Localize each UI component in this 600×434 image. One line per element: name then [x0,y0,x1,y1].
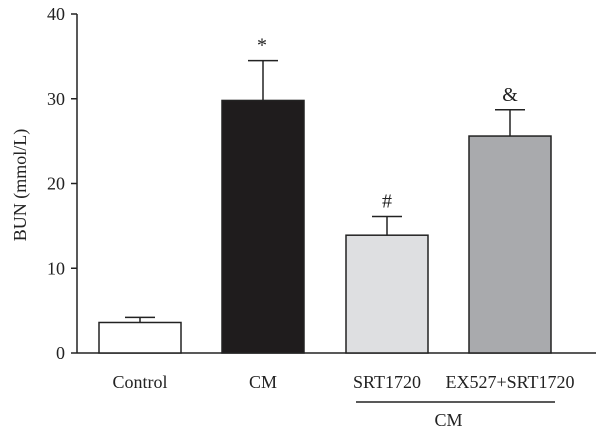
y-tick-label: 20 [47,174,65,194]
significance-marker-2: # [382,191,392,213]
category-label-2: SRT1720 [353,372,421,392]
bar-2 [345,234,429,354]
significance-marker-1: * [257,35,267,57]
y-tick-label: 40 [47,4,65,24]
group-bracket-label: CM [434,410,462,430]
bars: * # & [98,35,552,354]
bar-0 [98,321,182,354]
y-axis-label: BUN (mmol/L) [10,129,31,242]
bar-3 [468,135,552,354]
y-tick-label: 0 [56,343,65,363]
bar-1 [221,99,305,354]
y-tick-label: 30 [47,89,65,109]
category-label-1: CM [249,372,277,392]
significance-marker-3: & [502,84,518,106]
category-label-3: EX527+SRT1720 [445,372,574,392]
category-label-0: Control [112,372,167,392]
y-tick-label: 10 [47,258,65,278]
category-labels: Control CM SRT1720 EX527+SRT1720 CM [112,372,574,430]
